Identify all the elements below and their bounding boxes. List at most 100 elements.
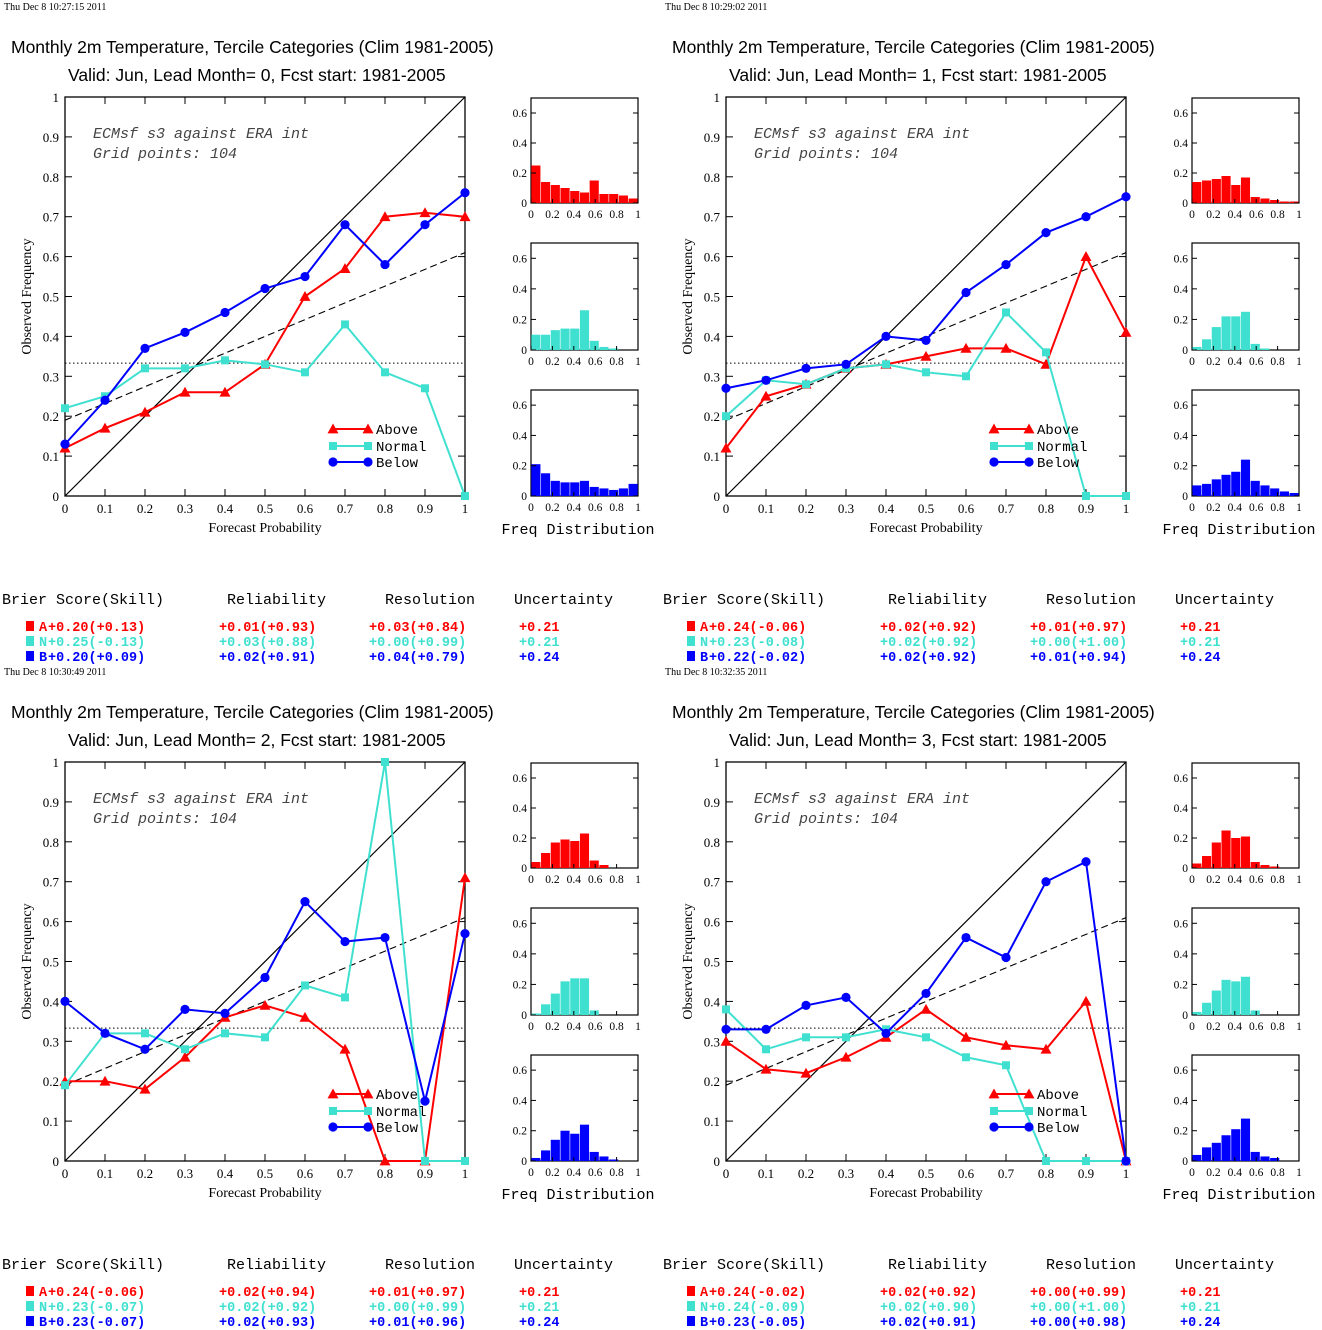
below-marker [1081,212,1091,222]
score-swatch [26,636,34,646]
histogram-bar-normal [579,310,590,350]
normal-marker [802,380,810,389]
histogram-bar-below [599,1156,609,1161]
histogram-bar-above [531,165,541,203]
score-value: +0.00(+0.99) [369,636,466,651]
score-header: Uncertainty [1175,592,1274,609]
histogram-bar-below [1211,1142,1221,1161]
y-tick-label: 0 [53,489,60,504]
above-marker [960,1031,972,1042]
histogram-bar-below [550,1139,560,1161]
y-tick-label: 0.3 [704,1034,720,1049]
below-marker [1024,457,1034,467]
score-value: +0.00(+1.00) [1030,636,1127,651]
y-tick-label: 0.1 [43,449,59,464]
below-marker [340,220,350,230]
score-category-letter: A [39,1286,48,1301]
normal-marker [301,368,309,377]
score-value: +0.21 [519,1286,560,1301]
above-marker [459,872,471,883]
histogram-bar-above [531,862,541,868]
normal-marker [141,1029,149,1038]
y-tick-label: 0 [53,1154,60,1169]
histogram-bar-normal [1250,343,1260,350]
score-value: +0.03(+0.84) [369,621,466,636]
histogram-axis-label: Freq Distribution [1162,522,1315,539]
normal-marker [802,1033,810,1042]
x-tick-label: 0.9 [417,501,433,516]
score-header: Brier Score(Skill) [2,592,164,609]
normal-marker [421,1157,429,1165]
x-tick-label: 0.4 [878,1166,895,1181]
histogram-bar-above [1211,842,1221,868]
histogram-bar-below [599,488,609,496]
x-tick-label: 0.3 [838,1166,854,1181]
below-marker [841,992,851,1003]
histogram-bar-above [1231,838,1241,868]
hist-x-tick-label: 0 [528,1167,534,1179]
below-marker [881,1028,891,1038]
histogram-bar-below [1202,1147,1212,1161]
score-category-letter: B [39,1316,47,1330]
y-axis-label: Observed Frequency [681,238,696,354]
hist-y-tick-label: 0 [1182,491,1188,503]
score-value: +0.00(+0.99) [1030,1286,1127,1301]
histogram-bar-normal [1202,339,1212,350]
score-swatch [687,1301,695,1311]
below-marker [1001,259,1011,270]
y-tick-label: 0.8 [43,835,59,850]
hist-y-tick-label: 0.6 [513,918,528,930]
score-value: +0.24(-0.09) [709,1301,806,1316]
normal-marker [329,1107,337,1115]
histogram-bar-below [1279,491,1289,496]
hist-y-tick-label: 0 [1182,345,1188,357]
histogram-bar-above [1192,182,1202,203]
hist-x-tick-label: 0.2 [1206,209,1221,221]
y-tick-label: 0.7 [43,875,60,890]
histogram-bar-below [570,1133,580,1161]
normal-marker [364,442,372,450]
normal-marker [421,384,429,393]
histogram-bar-normal [541,1004,551,1015]
hist-x-tick-label: 0 [528,1021,534,1033]
hist-x-tick-label: 0.4 [567,874,582,886]
legend-label-below: Below [376,456,419,472]
hist-x-tick-label: 0.2 [1206,1167,1221,1179]
hist-x-tick-label: 1 [1296,356,1302,368]
below-marker [220,307,230,318]
timestamp: Thu Dec 8 10:29:02 2011 [665,2,767,13]
normal-marker [141,364,149,373]
normal-marker [922,368,930,377]
histogram-bar-above [541,853,551,868]
hist-x-tick-label: 0.2 [545,356,560,368]
histogram-bar-normal [1231,981,1241,1015]
score-header: Resolution [1046,592,1136,609]
below-marker [989,1122,999,1132]
y-tick-label: 0.3 [43,369,59,384]
histogram-bar-above [1221,176,1231,203]
normal-marker [962,372,970,381]
score-header: Resolution [1046,1257,1136,1274]
histogram-bar-normal [1240,976,1251,1015]
histogram-bar-normal [1240,311,1251,350]
x-tick-label: 0.7 [337,501,354,516]
histogram-bar-below [531,1157,541,1161]
score-value: +0.24 [519,651,560,666]
score-value: +0.22(-0.02) [709,651,806,666]
hist-x-tick-label: 0.8 [609,1021,624,1033]
below-marker [363,1122,373,1132]
y-tick-label: 0.7 [704,875,721,890]
score-value: +0.02(+0.91) [219,651,316,666]
y-tick-label: 0.9 [704,795,720,810]
hist-y-tick-label: 0.6 [513,400,528,412]
normal-marker [1082,1157,1090,1165]
hist-x-tick-label: 0.6 [1249,1167,1264,1179]
histogram-bar-below [1231,471,1241,496]
annotation-text: ECMsf s3 against ERA int [754,126,970,143]
above-marker [1000,342,1012,353]
y-tick-label: 0.4 [704,329,721,344]
hist-y-tick-label: 0.4 [513,803,528,815]
above-marker [259,999,271,1010]
hist-y-tick-label: 0.6 [1174,1065,1189,1077]
below-marker [761,1024,771,1034]
